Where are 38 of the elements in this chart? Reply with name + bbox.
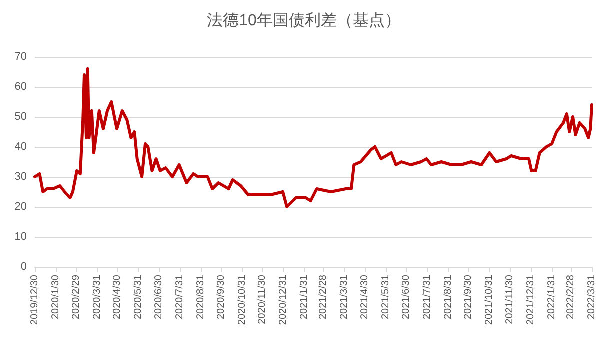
x-tick-label: 2020/11/30 [257,274,268,324]
y-tick-label: 30 [14,171,27,183]
x-tick-label: 2021/10/31 [484,274,496,326]
y-tick-label: 70 [14,51,27,63]
y-tick-label: 10 [14,231,27,243]
x-tick-label: 2020/3/31 [92,274,103,320]
x-tick-label: 2021/9/30 [463,274,474,320]
line-series [34,68,594,208]
x-tick-label: 2021/8/31 [442,274,454,320]
x-tick-label: 2020/9/30 [216,274,227,320]
x-tick-label: 2021/7/31 [422,274,433,320]
x-tick-label: 2020/10/31 [236,274,248,326]
chart-title: 法德10年国债利差（基点） [207,12,401,30]
x-tick-label: 2022/3/31 [586,274,598,320]
x-tick-label: 2021/4/30 [360,274,370,320]
x-tick-label: 2021/11/30 [504,274,516,324]
x-tick-label: 2020/5/31 [133,274,144,320]
x-tick-label: 2021/2/28 [318,274,330,320]
x-tick-label: 2022/2/28 [565,274,576,320]
y-tick-label: 60 [14,81,27,93]
y-tick-label: 50 [14,111,27,123]
x-tick-label: 2019/12/30 [30,274,40,326]
x-tick-label: 2022/1/31 [546,274,558,320]
x-tick-label: 2021/3/31 [339,274,350,320]
y-tick-label: 20 [14,201,27,213]
x-tick-label: 2020/1/30 [50,274,62,320]
y-tick-label: 40 [14,141,27,153]
x-tick-label: 2020/7/31 [174,274,186,320]
x-tick-label: 2021/5/31 [380,274,392,320]
x-tick-label: 2021/6/30 [400,274,412,320]
x-tick-label: 2021/12/31 [526,274,537,326]
x-tick-label: 2020/8/31 [196,274,207,320]
y-tick-label: 0 [20,261,27,273]
x-tick-label: 2020/2/29 [70,274,82,320]
x-tick-label: 2020/4/30 [112,274,124,320]
x-tick-label: 2020/6/30 [154,274,165,320]
x-tick-label: 2020/12/31 [278,274,290,326]
x-tick-label: 2021/1/31 [299,274,310,320]
